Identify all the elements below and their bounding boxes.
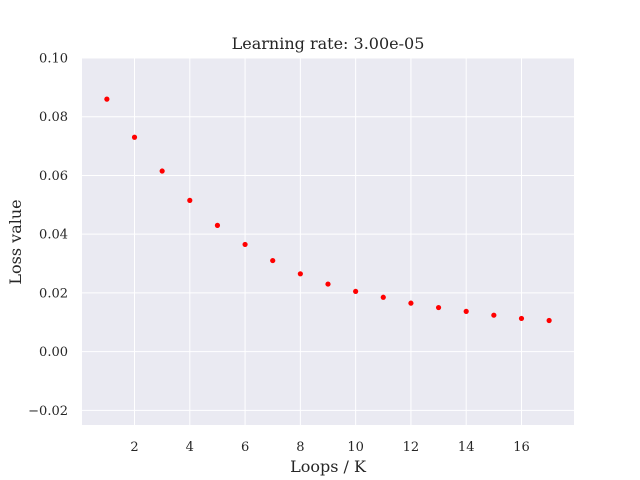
y-axis-label: Loss value (6, 199, 25, 284)
data-point (242, 241, 248, 248)
data-point (546, 317, 552, 324)
data-point (353, 288, 359, 295)
y-tick-label: 0.04 (39, 228, 68, 243)
y-tick-label: 0.00 (39, 345, 68, 360)
x-tick-label: 6 (241, 440, 249, 455)
x-tick-label: 10 (347, 440, 364, 455)
y-tick-label: 0.06 (39, 169, 68, 184)
x-tick-label: 4 (186, 440, 194, 455)
x-tick-label: 14 (458, 440, 475, 455)
y-tick-labels: −0.02 0.00 0.02 0.04 0.06 0.08 0.10 (28, 52, 68, 419)
y-tick-label: 0.10 (39, 52, 68, 67)
x-tick-label: 12 (403, 440, 420, 455)
data-point (270, 257, 276, 264)
chart-title: Learning rate: 3.00e-05 (232, 34, 425, 53)
grid-lines (82, 57, 574, 425)
x-tick-label: 8 (296, 440, 304, 455)
y-tick-label: 0.08 (39, 110, 68, 125)
plot-area (82, 58, 574, 425)
data-point (325, 281, 331, 287)
x-axis-label: Loops / K (290, 457, 367, 476)
data-points (104, 96, 552, 324)
data-point (159, 168, 165, 174)
data-point (380, 294, 386, 300)
data-point (463, 308, 469, 314)
data-point (131, 134, 138, 140)
y-tick-label: 0.02 (39, 286, 68, 301)
x-tick-label: 16 (513, 440, 530, 455)
x-tick-labels: 2 4 6 8 10 12 14 16 (130, 440, 529, 455)
data-point (408, 300, 414, 306)
y-tick-label: −0.02 (28, 404, 68, 419)
data-point (297, 271, 303, 277)
data-point (187, 197, 193, 203)
data-point (435, 304, 442, 311)
data-point (518, 315, 525, 322)
data-point (104, 96, 110, 102)
data-point (214, 222, 221, 228)
data-point (491, 312, 497, 318)
x-tick-label: 2 (130, 440, 138, 455)
